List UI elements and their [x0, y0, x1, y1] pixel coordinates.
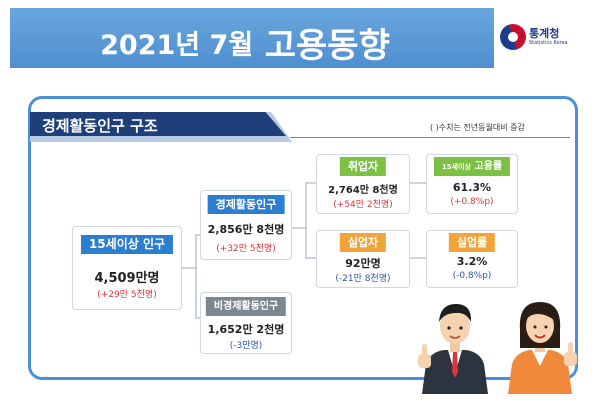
- page-title: 2021년 7월 고용동향: [10, 18, 480, 67]
- employment-rate-value: 61.3%: [452, 181, 492, 194]
- logo-subtitle: Statistics Korea: [529, 40, 568, 46]
- employed-value: 2,764만 8천명: [328, 185, 398, 196]
- section-title: 경제활동인구 구조: [42, 117, 158, 135]
- population-label: 15세이상 인구: [80, 235, 174, 254]
- employment-rate-box: 15세이상 고용률 61.3% (+0.8%p): [426, 154, 518, 214]
- employment-rate-label-small: 15세이상: [441, 163, 471, 171]
- active-population-change: (+32만 5천명): [216, 244, 276, 254]
- businesswoman-thumbs-up-illustration: [508, 302, 577, 394]
- active-population-label: 경제활동인구: [207, 195, 285, 214]
- population-change: (+29만 5천명): [97, 290, 157, 300]
- population-value: 4,509만명: [94, 271, 160, 286]
- section-divider: [290, 137, 570, 138]
- logo-name: 통계청: [529, 27, 560, 40]
- active-population-box: 경제활동인구 2,856만 8천명 (+32만 5천명): [200, 190, 292, 260]
- unemployed-change: (-21만 8천명): [335, 274, 391, 284]
- unemployed-value: 92만명: [345, 257, 381, 270]
- inactive-population-box: 비경제활동인구 1,652만 2천명 (-3만명): [200, 292, 292, 354]
- unemployed-box: 실업자 92만명 (-21만 8천명): [316, 230, 410, 288]
- employment-rate-label-main: 고용률: [474, 161, 503, 172]
- employment-rate-label: 15세이상 고용률: [433, 157, 511, 176]
- population-box: 15세이상 인구 4,509만명 (+29만 5천명): [72, 226, 182, 310]
- unemployment-rate-change: (-0.8%p): [452, 271, 492, 281]
- employed-label: 취업자: [339, 157, 387, 176]
- change-note: ( )수치는 전년동월대비 증감: [430, 123, 525, 132]
- unemployment-rate-value: 3.2%: [456, 255, 488, 268]
- employed-box: 취업자 2,764만 8천명 (+54만 2천명): [316, 154, 410, 214]
- employed-change: (+54만 2천명): [333, 200, 393, 210]
- title-date: 2021년 7월: [100, 30, 254, 61]
- unemployed-label: 실업자: [339, 233, 387, 252]
- statistics-korea-logo: 통계청 Statistics Korea: [494, 8, 588, 68]
- unemployment-rate-box: 실업률 3.2% (-0.8%p): [426, 230, 518, 288]
- statistics-korea-emblem-icon: [500, 24, 526, 50]
- section-tab: [30, 112, 286, 136]
- title-banner: 2021년 7월 고용동향 통계청 Statistics Korea: [10, 8, 588, 68]
- inactive-population-value: 1,652만 2천명: [207, 323, 285, 336]
- businessman-thumbs-up-illustration: [418, 304, 488, 394]
- employment-rate-change: (+0.8%p): [450, 197, 494, 207]
- inactive-population-label: 비경제활동인구: [205, 297, 287, 316]
- title-subject: 고용동향: [264, 26, 390, 66]
- unemployment-rate-label: 실업률: [448, 233, 496, 252]
- inactive-population-change: (-3만명): [229, 341, 263, 351]
- active-population-value: 2,856만 8천명: [207, 223, 285, 236]
